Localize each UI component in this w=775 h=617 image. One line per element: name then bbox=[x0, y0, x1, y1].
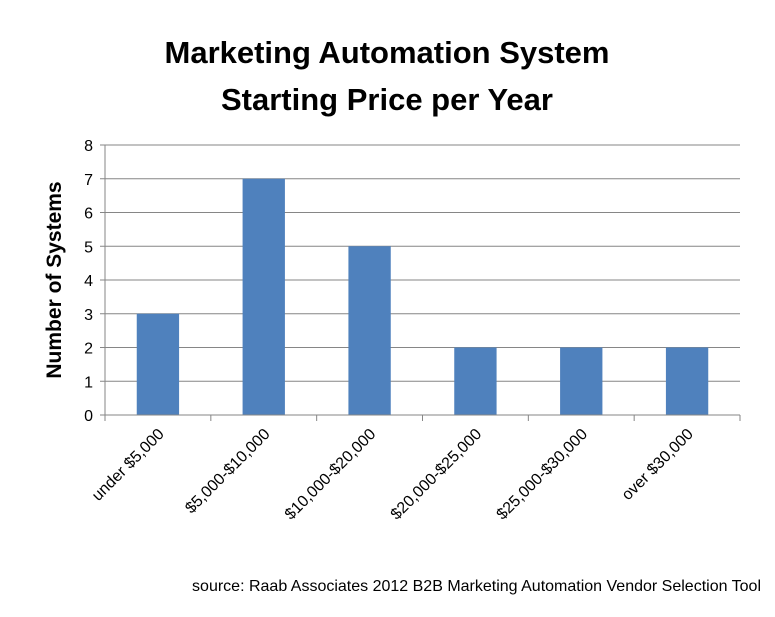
y-tick-label: 3 bbox=[84, 307, 93, 324]
chart-title-line-2: Starting Price per Year bbox=[221, 82, 553, 117]
x-tick-labels: under $5,000 $5,000-$10,000 $10,000-$20,00… bbox=[89, 426, 697, 524]
x-tick-label: $5,000-$10,000 bbox=[182, 426, 273, 517]
x-tick-label: $20,000-$25,000 bbox=[388, 426, 486, 524]
x-tick-label: $10,000-$20,000 bbox=[282, 426, 380, 524]
source-note: source: Raab Associates 2012 B2B Marketi… bbox=[192, 578, 761, 595]
gridlines bbox=[105, 144, 740, 382]
bar-0 bbox=[136, 313, 180, 415]
y-tick-label: 7 bbox=[84, 172, 93, 189]
bars bbox=[136, 178, 709, 415]
x-tick-label: under $5,000 bbox=[89, 426, 168, 505]
y-tick-label: 8 bbox=[84, 138, 93, 155]
y-axis-label: Number of Systems bbox=[43, 181, 66, 378]
y-tick-label: 0 bbox=[84, 408, 93, 425]
bar-1 bbox=[242, 178, 285, 415]
bar-2 bbox=[348, 246, 391, 415]
chart-title-line-1: Marketing Automation System bbox=[165, 35, 610, 70]
x-tick-label: over $30,000 bbox=[619, 426, 697, 504]
bar-4 bbox=[560, 347, 603, 415]
bar-5 bbox=[665, 347, 709, 415]
y-tick-labels: 0 1 2 3 4 5 6 7 8 bbox=[84, 138, 93, 425]
y-tick-label: 2 bbox=[84, 341, 93, 358]
y-tick-label: 4 bbox=[84, 273, 93, 290]
x-tick-label: $25,000-$30,000 bbox=[493, 426, 591, 524]
axes bbox=[100, 144, 741, 421]
y-tick-label: 5 bbox=[84, 239, 93, 256]
y-tick-label: 1 bbox=[84, 374, 93, 391]
y-tick-label: 6 bbox=[84, 206, 93, 223]
bar-3 bbox=[454, 347, 497, 415]
